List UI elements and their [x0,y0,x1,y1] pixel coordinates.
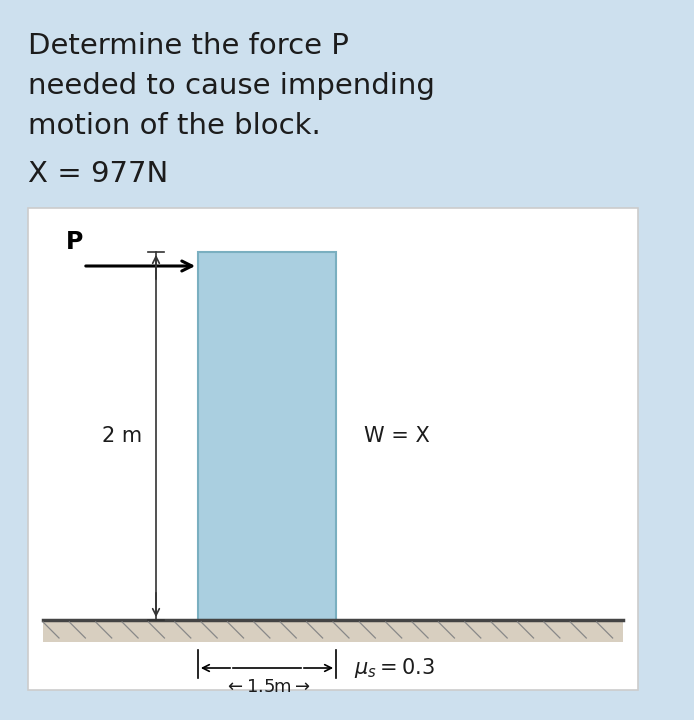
Text: needed to cause impending: needed to cause impending [28,72,435,100]
Text: 2 m: 2 m [102,426,142,446]
Text: W = X: W = X [364,426,430,446]
Bar [28,208,638,690]
Text: P: P [66,230,83,254]
Text: X = 977N: X = 977N [28,160,168,188]
Text: $\leftarrow$1.5m$\rightarrow$: $\leftarrow$1.5m$\rightarrow$ [223,678,310,696]
Text: $\mu_s = 0.3$: $\mu_s = 0.3$ [354,656,435,680]
Bar [198,252,336,620]
Text: Determine the force P: Determine the force P [28,32,349,60]
Bar [43,620,623,642]
Text: motion of the block.: motion of the block. [28,112,321,140]
